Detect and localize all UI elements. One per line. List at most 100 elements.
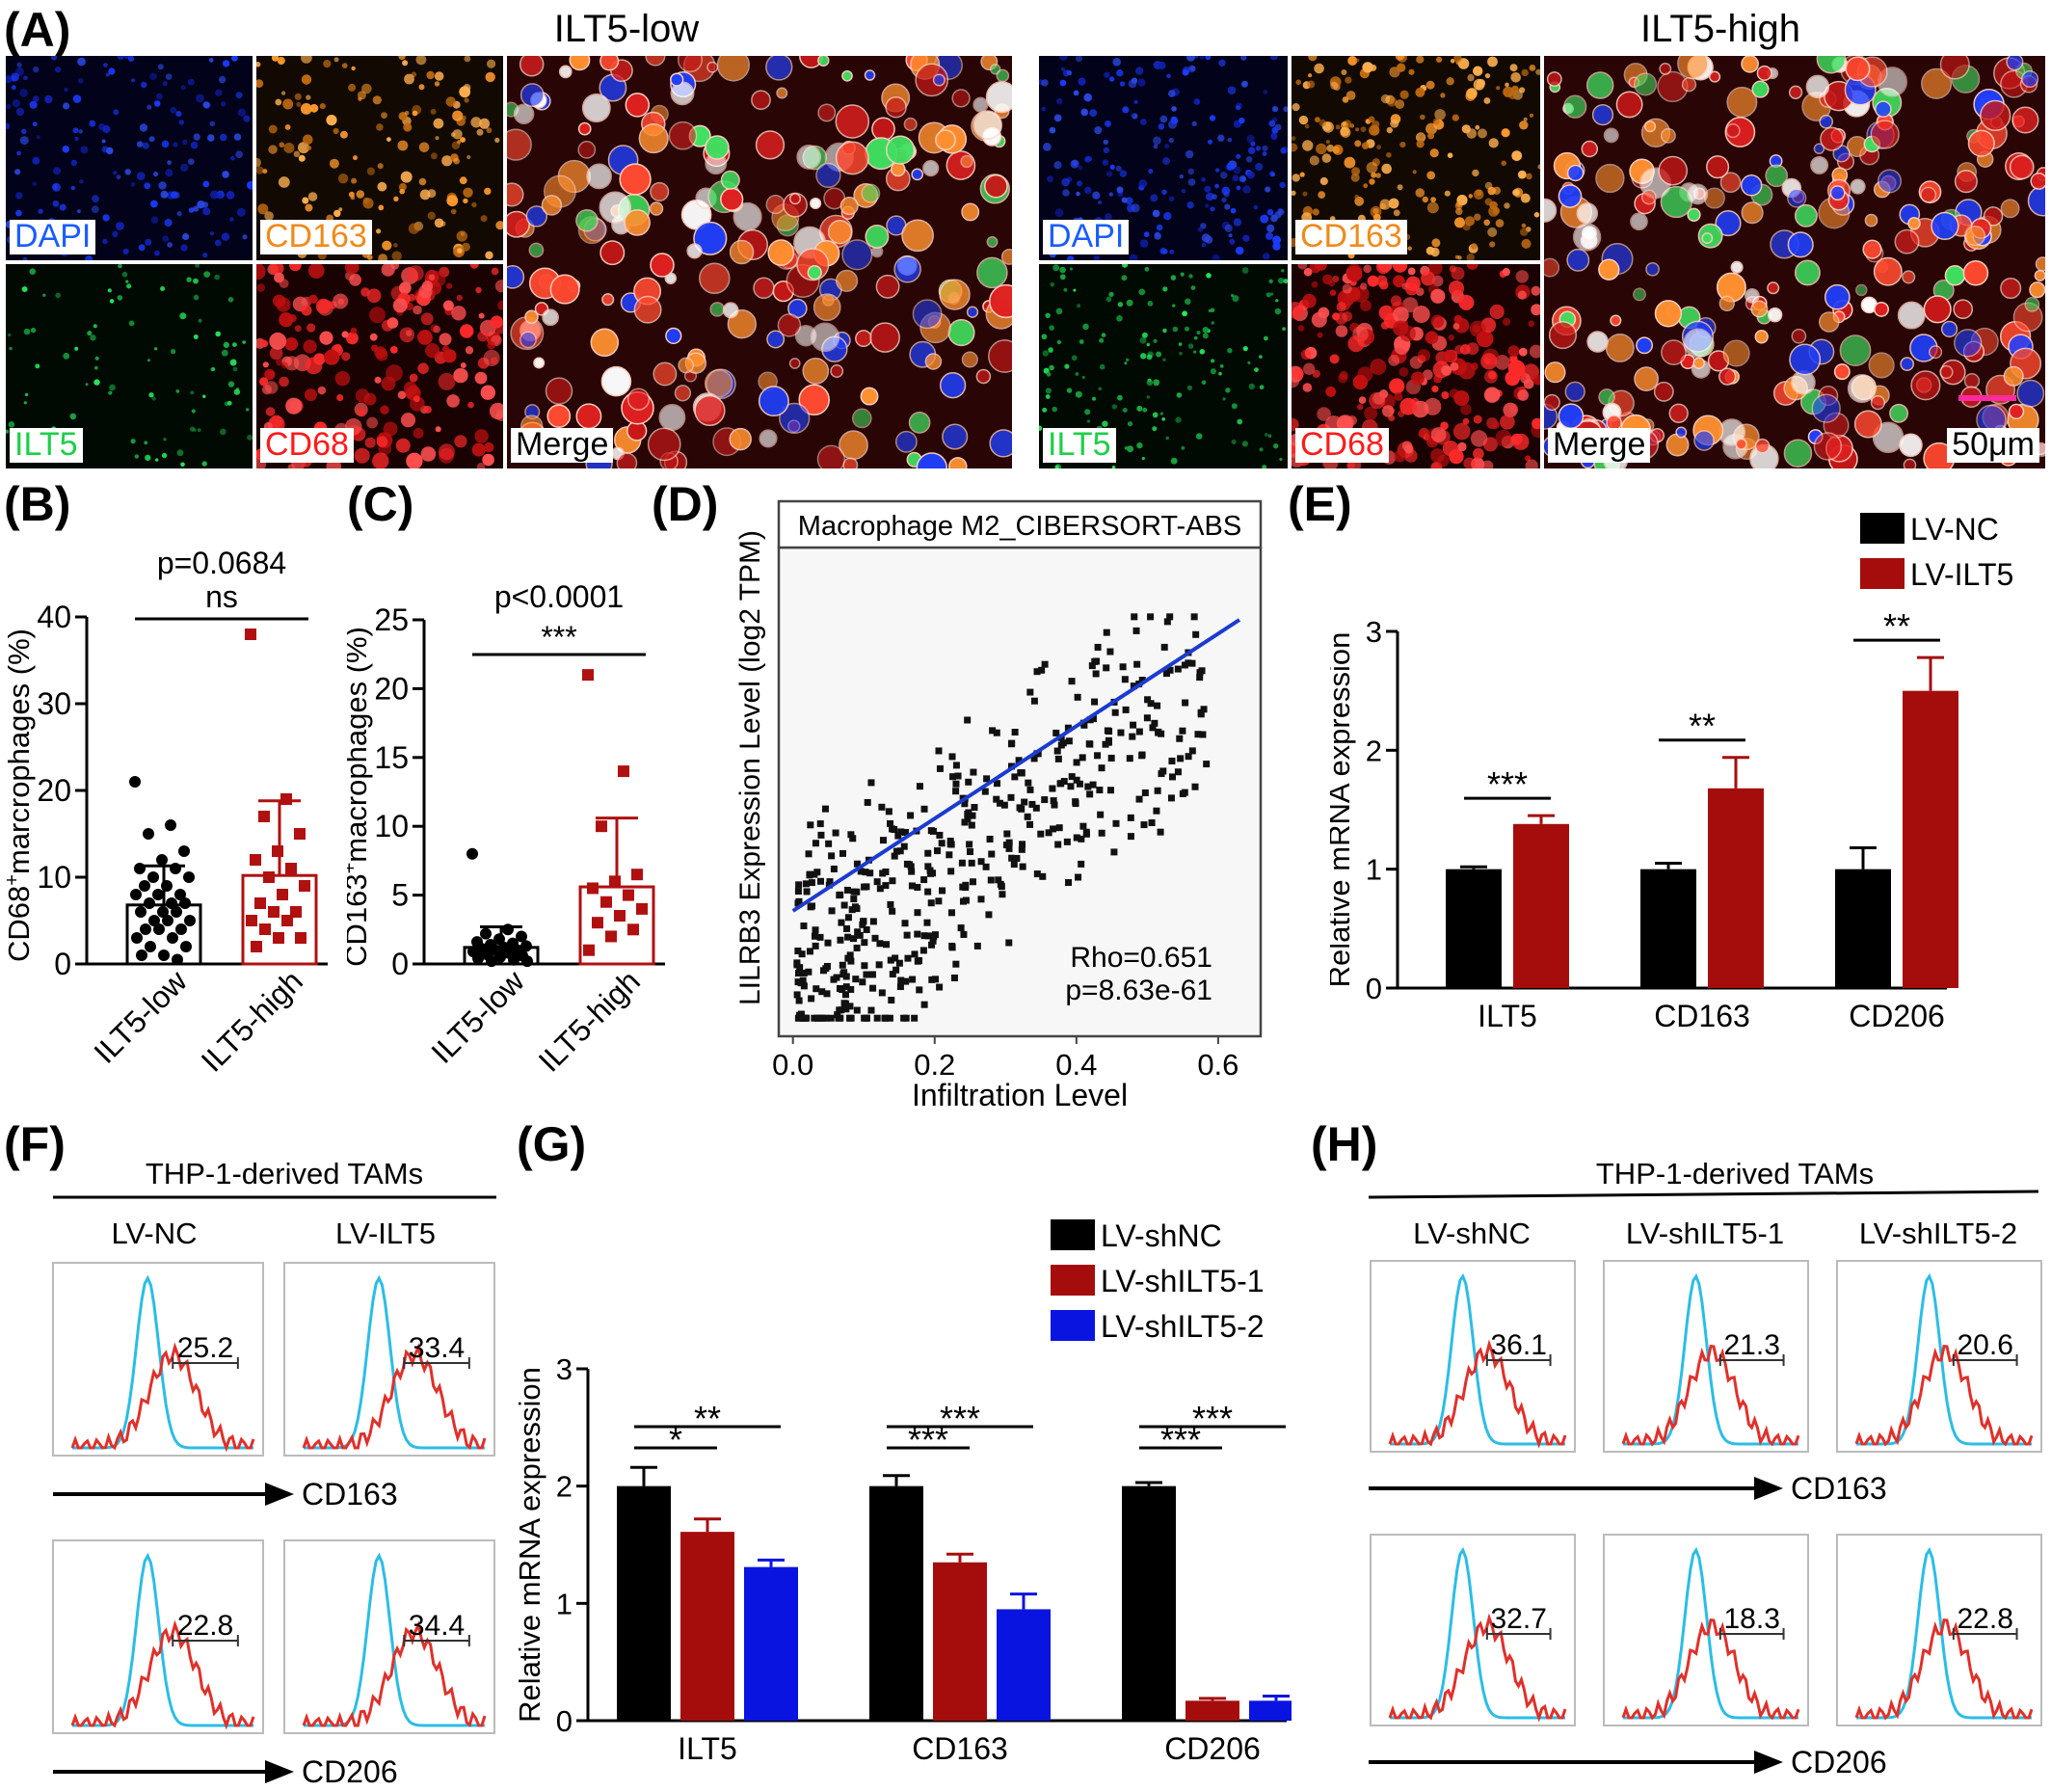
arrow-head-icon: [265, 1760, 294, 1783]
data-point: [1018, 845, 1026, 853]
data-point: [1007, 740, 1015, 748]
data-point: [1005, 844, 1013, 852]
data-point: [961, 800, 969, 808]
data-point: [889, 971, 896, 978]
data-point: [1063, 838, 1071, 845]
data-point: [1149, 724, 1157, 732]
data-point: [854, 928, 862, 936]
data-point: [153, 923, 165, 935]
data-point: [1053, 747, 1061, 755]
y-tick-label: 20: [374, 671, 409, 706]
data-point: [895, 959, 903, 967]
data-point: [1050, 797, 1057, 805]
data-point: [842, 983, 850, 991]
y-label-sup: +: [347, 863, 360, 874]
data-point: [837, 891, 844, 898]
label-cd163: CD163: [1295, 220, 1407, 254]
data-point: [960, 930, 968, 938]
data-point: [277, 889, 288, 900]
label-dapi: DAPI: [10, 220, 96, 254]
data-point: [816, 820, 824, 828]
data-point: [812, 985, 820, 993]
gate-percentage: 22.8: [1958, 1603, 2013, 1635]
data-point: [1074, 693, 1081, 701]
data-point: [999, 891, 1006, 898]
data-point: [892, 847, 900, 855]
data-point: [833, 974, 840, 981]
data-point: [875, 961, 883, 969]
data-point: [911, 950, 919, 958]
cell-texture: [1039, 264, 1288, 468]
data-point: [1143, 714, 1151, 722]
data-point: [1094, 752, 1102, 760]
x-tick-label: ILT5-high: [195, 963, 309, 1078]
data-point: [800, 969, 808, 976]
data-point: [1057, 780, 1065, 788]
data-point: [1188, 659, 1196, 667]
data-point: [1086, 790, 1094, 798]
data-point: [964, 716, 972, 724]
data-point: [853, 888, 861, 896]
data-point: [948, 944, 956, 951]
data-point: [1011, 773, 1019, 781]
panel-label-f: (F): [4, 1117, 66, 1171]
ilt5-low-title: ILT5-low: [553, 8, 700, 50]
significance-label: **: [1689, 707, 1716, 746]
data-point: [1174, 768, 1182, 776]
legend-label: LV-shILT5-1: [1101, 1264, 1265, 1298]
data-point: [860, 918, 867, 925]
data-point: [1182, 699, 1189, 707]
data-point: [1192, 630, 1200, 638]
data-point: [605, 930, 617, 943]
data-point: [891, 852, 898, 860]
data-point: [161, 880, 173, 892]
p-value: p<0.0001: [494, 579, 624, 614]
data-point: [908, 868, 916, 875]
data-point: [1038, 666, 1046, 674]
data-point: [837, 936, 844, 944]
data-point: [808, 995, 815, 1003]
data-point: [952, 960, 960, 968]
histogram-frame: [283, 1262, 495, 1457]
y-tick-label: 0: [556, 1704, 573, 1738]
histogram-frame: [1603, 1534, 1809, 1726]
data-point: [814, 1014, 822, 1022]
data-point: [930, 933, 938, 941]
panel-label-d: (D): [652, 477, 719, 531]
histogram-frame: [52, 1262, 264, 1457]
data-point: [1054, 755, 1062, 762]
marker-label: CD163: [302, 1477, 398, 1511]
data-point: [935, 897, 943, 905]
data-point: [280, 793, 292, 805]
data-point: [919, 947, 927, 954]
data-point: [636, 902, 648, 915]
micrograph-low-dapi: DAPI: [6, 56, 253, 260]
data-point: [1072, 800, 1079, 808]
data-point: [1153, 807, 1160, 815]
legend-swatch: [1860, 513, 1904, 544]
data-point: [245, 629, 256, 640]
significance-label: ***: [1192, 1399, 1233, 1438]
data-point: [889, 907, 896, 915]
x-tick-label: ILT5: [678, 1731, 737, 1766]
data-point: [856, 931, 864, 939]
data-point: [618, 765, 629, 778]
y-tick-label: 1: [556, 1587, 573, 1620]
data-point: [871, 934, 879, 942]
legend-swatch: [1051, 1265, 1095, 1296]
data-point: [914, 909, 921, 917]
data-point: [174, 889, 186, 900]
data-point: [1181, 661, 1188, 669]
data-point: [1005, 839, 1013, 846]
p-value: p=0.0684: [157, 546, 286, 580]
chart-f: THP-1-derived TAMs LV-NC LV-ILT5 25.2 33.4 CD…: [52, 1157, 496, 1789]
data-point: [1028, 800, 1036, 808]
chart-e: 0 1 2 3 Relative mRNA expression ILT5 *** CD163…: [1330, 512, 2013, 1033]
cell-texture: [256, 56, 503, 260]
data-point: [1135, 795, 1143, 803]
data-point: [840, 969, 848, 976]
data-point: [907, 863, 915, 870]
bar-lv-nc-ilt5: [1446, 869, 1502, 988]
label-cd68: CD68: [260, 428, 354, 463]
